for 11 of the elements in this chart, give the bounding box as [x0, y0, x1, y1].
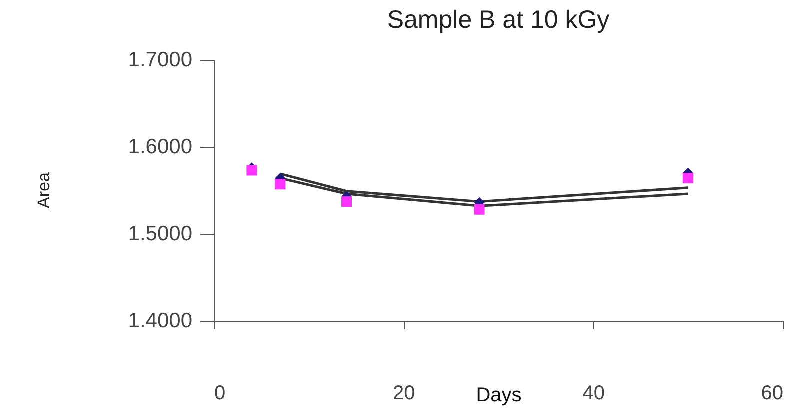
y-axis-title: Area	[34, 172, 54, 208]
chart-title: Sample B at 10 kGy	[387, 6, 610, 34]
y-tick-label: 1.7000	[128, 48, 192, 72]
x-tick-label: 20	[393, 382, 416, 404]
x-tick-label: 60	[761, 382, 784, 404]
x-tick-label: 0	[214, 382, 226, 404]
y-tick-label: 1.4000	[128, 310, 192, 332]
x-tick-label: 40	[582, 382, 605, 404]
y-tick-label: 1.5000	[128, 222, 192, 246]
x-axis-title: Days	[476, 384, 522, 406]
y-tick-label: 1.6000	[128, 136, 192, 158]
